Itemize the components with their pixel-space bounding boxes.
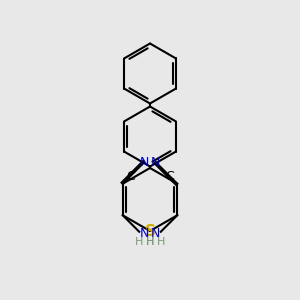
Text: N: N <box>140 227 149 240</box>
Text: S: S <box>145 224 155 238</box>
Text: H: H <box>135 237 143 247</box>
Text: N: N <box>151 156 160 169</box>
Text: H: H <box>146 237 154 247</box>
Text: C: C <box>165 170 174 183</box>
Text: N: N <box>151 227 160 240</box>
Text: N: N <box>140 156 149 169</box>
Text: C: C <box>126 170 135 183</box>
Text: H: H <box>146 237 154 247</box>
Text: H: H <box>157 237 165 247</box>
